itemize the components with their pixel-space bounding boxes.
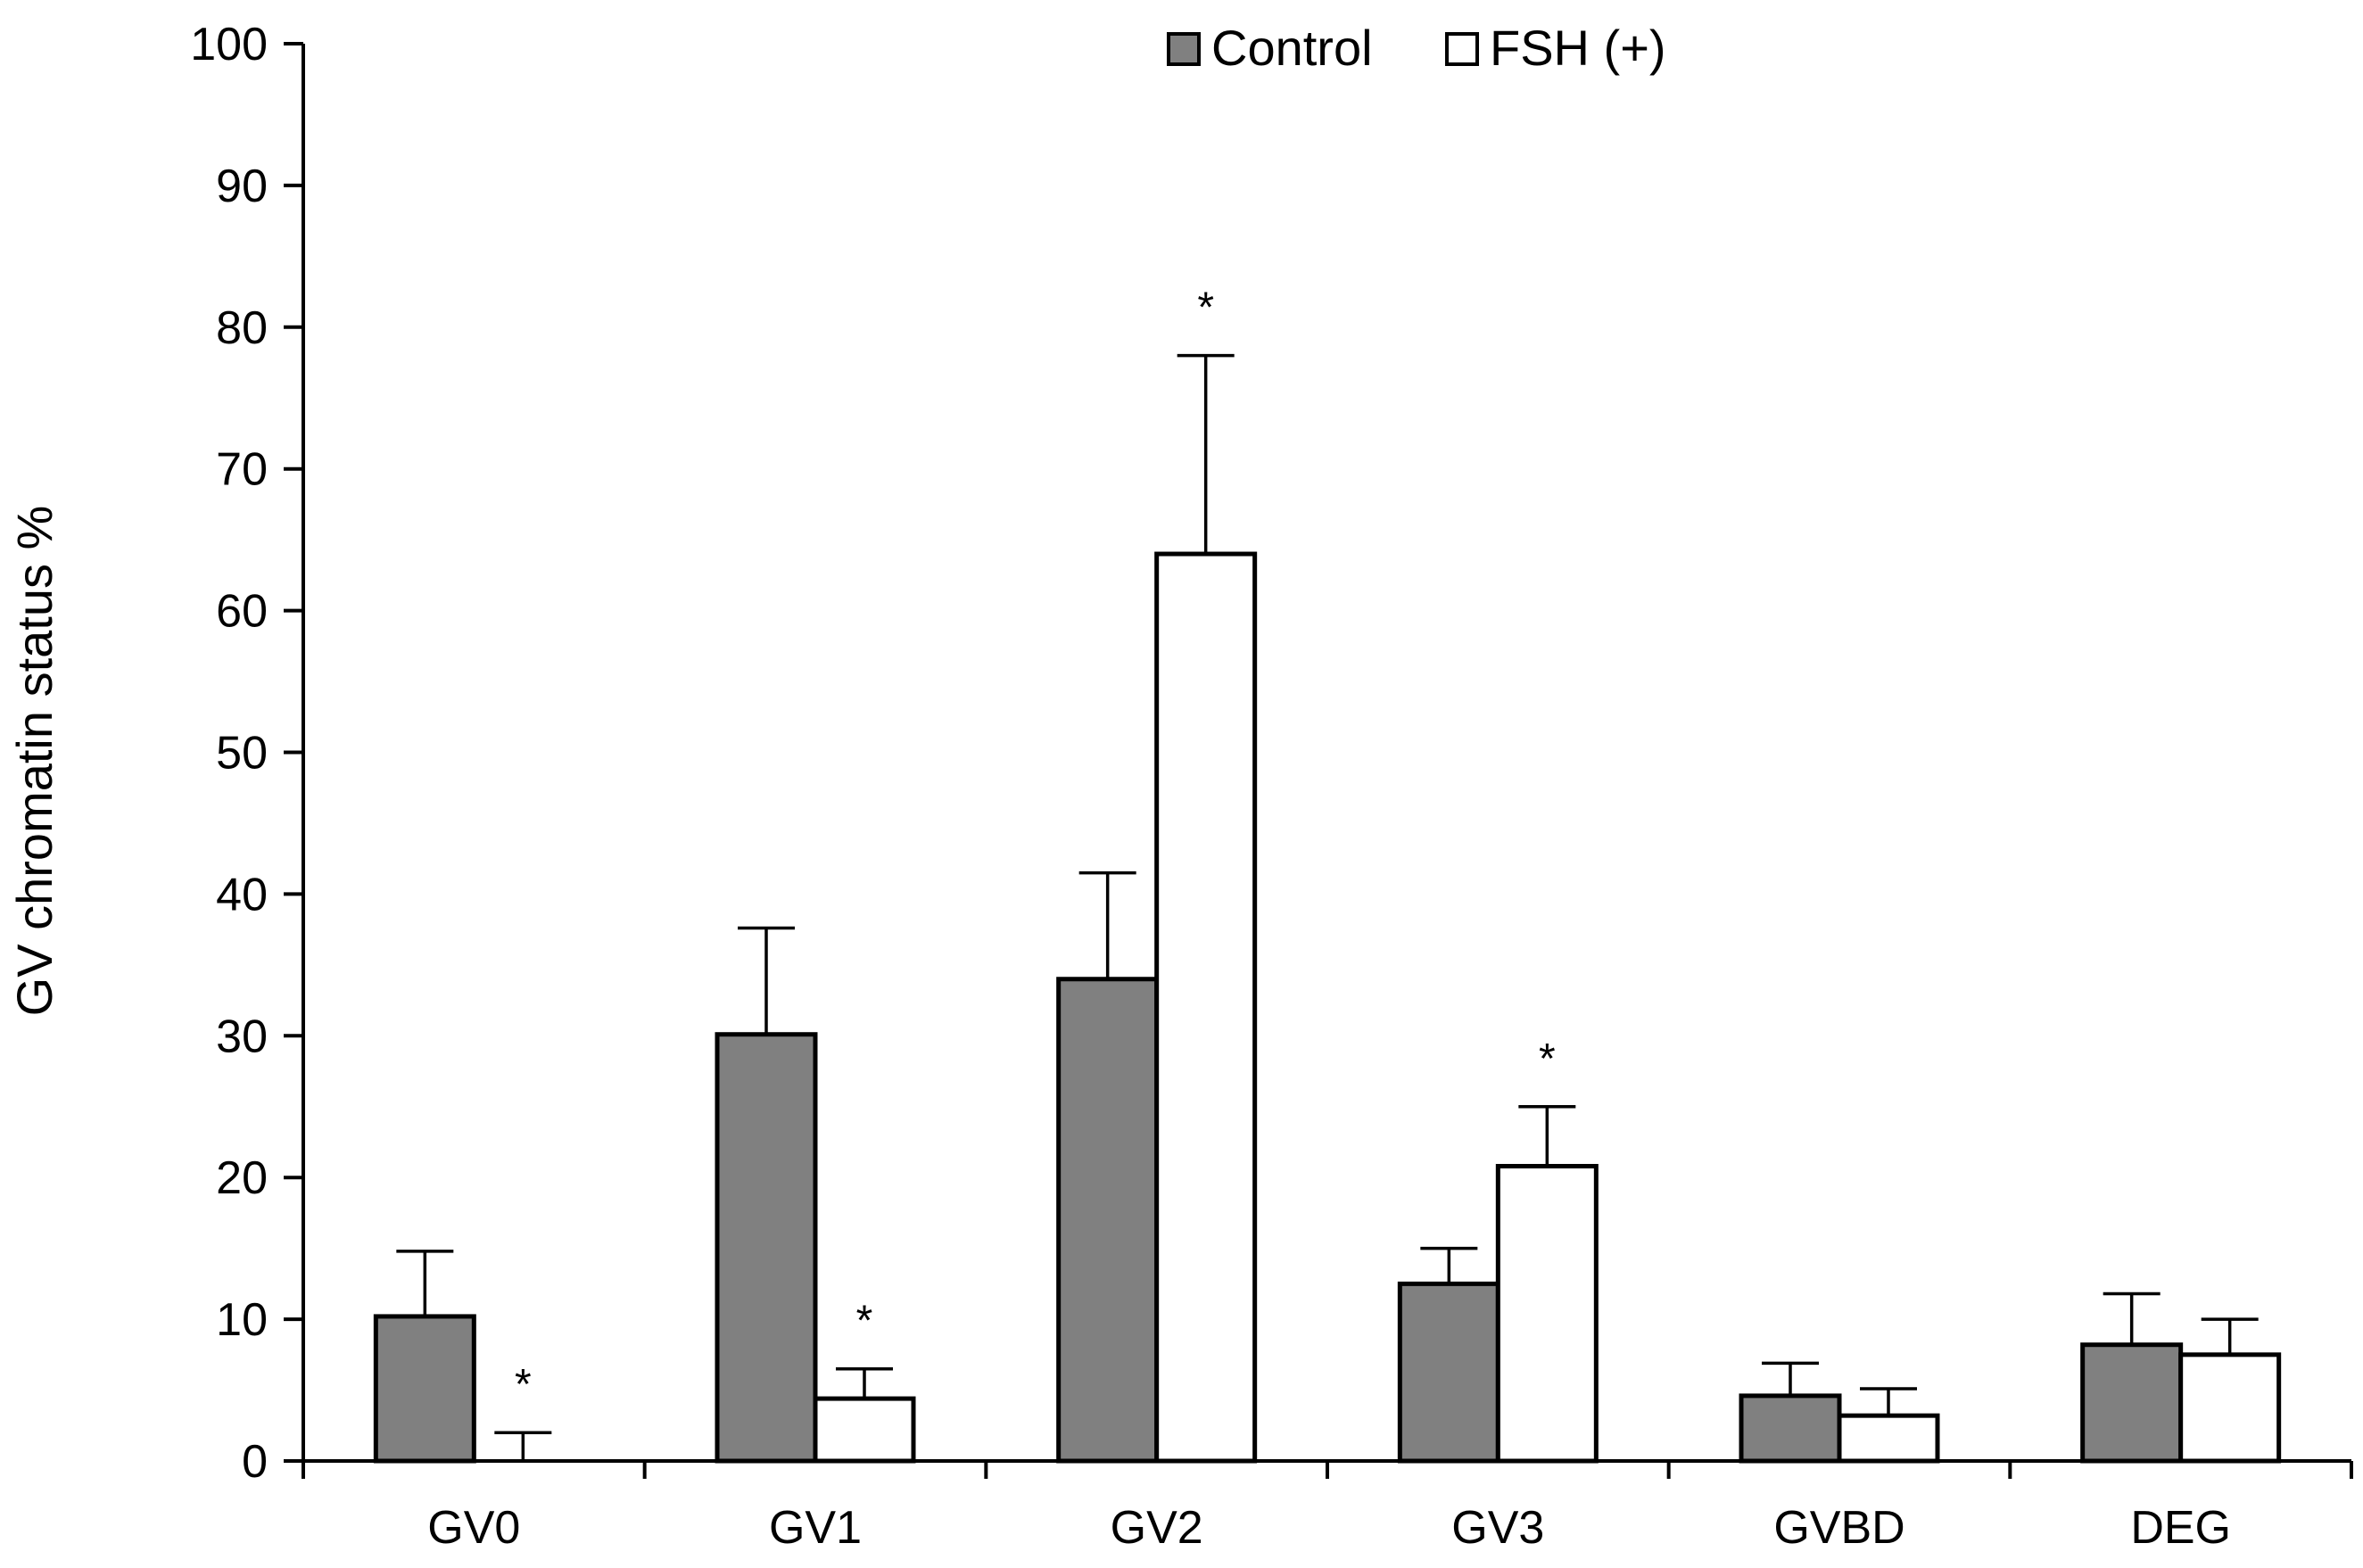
significance-marker: * (1539, 1036, 1556, 1083)
y-tick-label: 30 (216, 1011, 268, 1062)
bar-control (1056, 977, 1160, 1464)
y-tick-label: 50 (216, 728, 268, 780)
bar-fsh (813, 1396, 916, 1464)
legend-swatch-fsh (1445, 32, 1479, 66)
y-axis-label: GV chromatin status % (6, 506, 62, 1017)
bar-fsh (1495, 1163, 1599, 1464)
y-tick-label: 40 (216, 869, 268, 920)
bar-control (2080, 1342, 2184, 1464)
bar-fsh (1837, 1413, 1940, 1464)
x-category-label: GVBD (1773, 1502, 1904, 1554)
x-category-label: DEG (2130, 1502, 2231, 1554)
y-tick-label: 20 (216, 1152, 268, 1204)
bar-control (373, 1314, 476, 1464)
x-category-label: GV3 (1451, 1502, 1544, 1554)
x-category-label: GV2 (1111, 1502, 1203, 1554)
bar-control (1397, 1281, 1500, 1464)
bar-control (715, 1032, 818, 1464)
plot-area: 0 10 20 30 40 50 60 70 80 90 100 GV0 * GV1 * GV2 * GV3 * GV… (190, 19, 2353, 1554)
y-tick-label: 0 (242, 1436, 268, 1488)
legend-swatch-control (1167, 32, 1201, 66)
significance-marker: * (515, 1361, 532, 1408)
y-tick-label: 10 (216, 1294, 268, 1346)
y-tick-label: 100 (190, 19, 268, 70)
bar-control (1739, 1393, 1842, 1464)
y-tick-label: 70 (216, 444, 268, 496)
significance-marker: * (1197, 285, 1214, 332)
y-tick-label: 60 (216, 586, 268, 638)
x-category-label: GV1 (769, 1502, 862, 1554)
significance-marker: * (856, 1298, 873, 1345)
y-tick-label: 80 (216, 302, 268, 354)
bar-fsh (2178, 1352, 2282, 1464)
legend-label-fsh: FSH (+) (1490, 20, 1666, 76)
y-tick-label: 90 (216, 161, 268, 212)
legend-label-control: Control (1211, 20, 1373, 76)
x-category-label: GV0 (427, 1502, 520, 1554)
bar-fsh (1154, 551, 1258, 1464)
legend: Control FSH (+) (1167, 20, 1666, 76)
